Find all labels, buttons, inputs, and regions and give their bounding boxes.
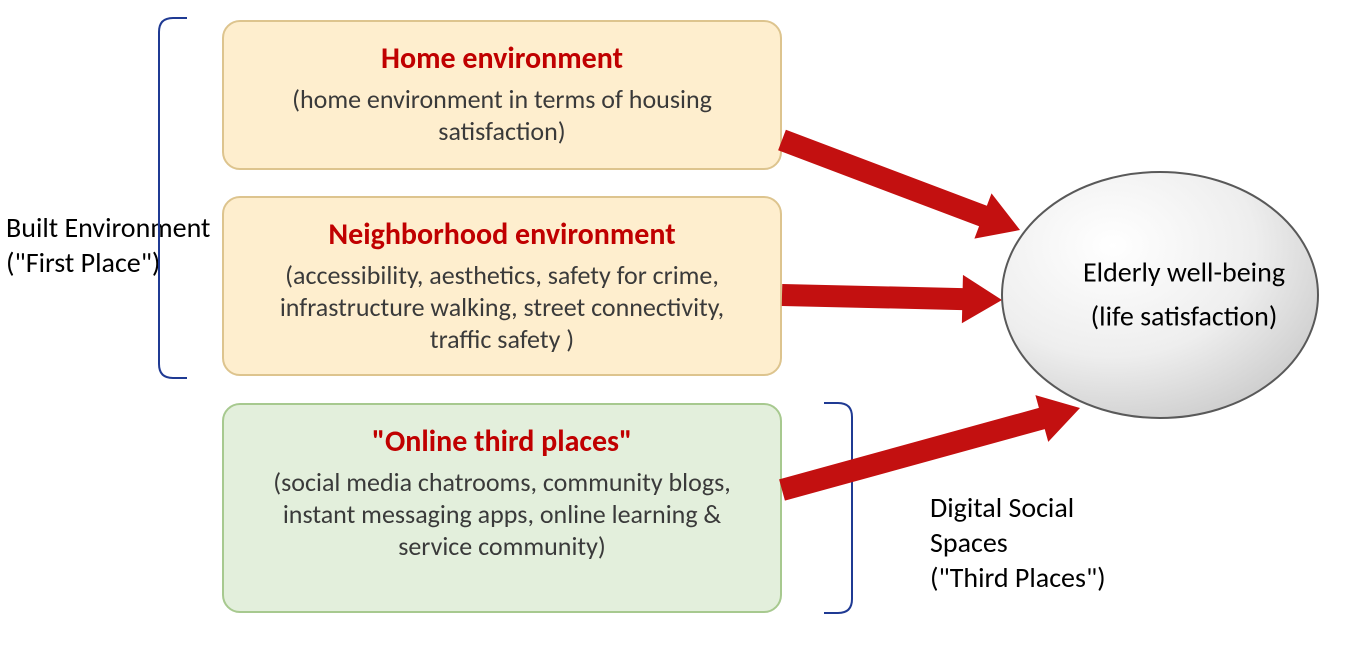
digital-social-spaces-line2: Spaces [930, 525, 1160, 560]
home-environment-sub: (home environment in terms of housing sa… [252, 83, 752, 147]
online-third-places-sub: (social media chatrooms, community blogs… [252, 466, 752, 562]
digital-social-spaces-label: Digital Social Spaces ("Third Places") [930, 490, 1160, 595]
arrow-home-to-outcome [773, 117, 1028, 252]
neighborhood-environment-sub: (accessibility, aesthetics, safety for c… [252, 259, 752, 355]
bracket-right [822, 401, 854, 615]
neighborhood-environment-title: Neighborhood environment [252, 216, 752, 253]
arrow-neighborhood-to-outcome [781, 271, 1002, 324]
online-third-places-title: "Online third places" [252, 423, 752, 460]
digital-social-spaces-line1: Digital Social [930, 490, 1160, 525]
outcome-ellipse: Elderly well-being (life satisfaction) [1000, 170, 1320, 420]
online-third-places-box: "Online third places" (social media chat… [222, 403, 782, 613]
outcome-line1: Elderly well-being [1024, 255, 1344, 291]
digital-social-spaces-line3: ("Third Places") [930, 560, 1160, 595]
outcome-line2: (life satisfaction) [1024, 299, 1344, 335]
home-environment-box: Home environment (home environment in te… [222, 20, 782, 170]
home-environment-title: Home environment [252, 40, 752, 77]
neighborhood-environment-box: Neighborhood environment (accessibility,… [222, 196, 782, 376]
bracket-left [157, 16, 189, 380]
